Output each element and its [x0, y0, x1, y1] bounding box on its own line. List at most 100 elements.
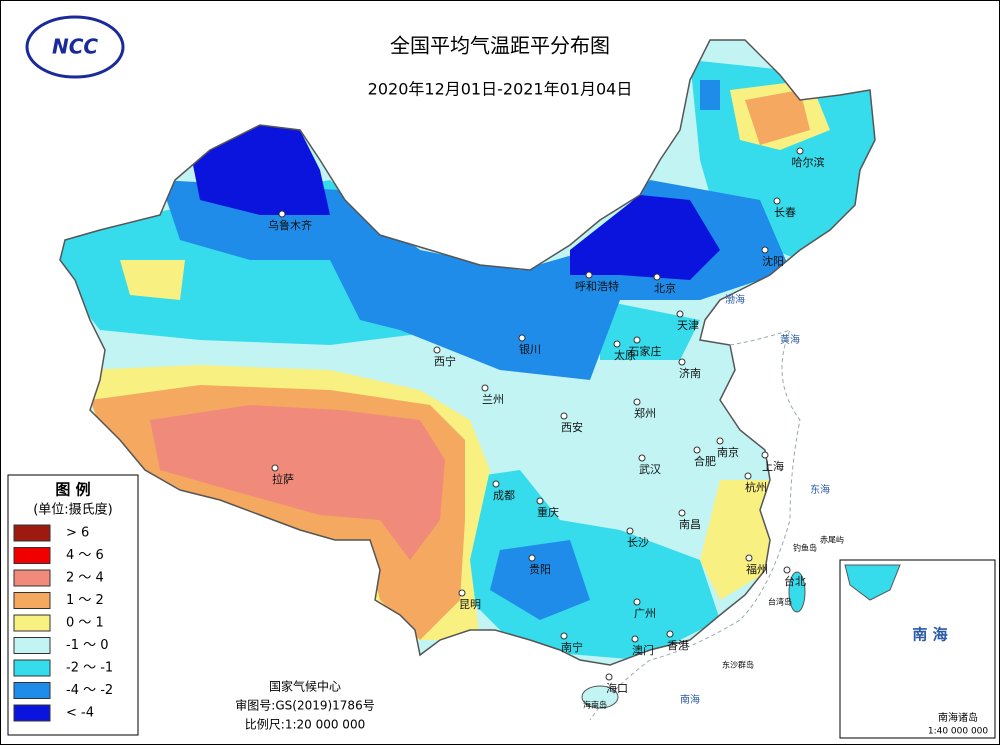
city-label: 兰州 — [482, 393, 504, 406]
legend-swatch — [13, 637, 51, 654]
legend-swatch — [13, 592, 51, 609]
city-label: 乌鲁木齐 — [268, 218, 312, 232]
city-label: 南昌 — [679, 518, 701, 531]
legend-swatch — [13, 659, 51, 677]
city-label: 哈尔滨 — [792, 155, 825, 169]
legend-label: 1 ～ 2 — [66, 593, 104, 608]
place-label: 钓鱼岛 — [793, 543, 817, 553]
legend-title: 图 例 — [55, 481, 90, 499]
legend-swatch — [13, 569, 51, 587]
city-label: 石家庄 — [629, 344, 662, 358]
city-marker — [633, 336, 641, 344]
city-marker — [626, 527, 634, 535]
city-label: 北京 — [654, 281, 676, 295]
zone — [190, 125, 720, 280]
city-label: 天津 — [677, 319, 699, 332]
city-label: 贵阳 — [529, 563, 551, 576]
city-marker — [761, 246, 769, 254]
city-label: 拉萨 — [272, 472, 294, 486]
city-marker — [458, 589, 466, 597]
inset-land — [844, 564, 901, 601]
city-label: 南京 — [717, 445, 739, 459]
city-label: 成都 — [493, 489, 515, 502]
city-marker — [666, 630, 674, 638]
scale: 比例尺:1:20 000 000 — [245, 718, 365, 732]
legend-swatch — [13, 682, 51, 699]
city-label: 西宁 — [434, 354, 456, 368]
city-marker — [536, 497, 544, 505]
city-label: 广州 — [634, 607, 656, 620]
city-marker — [518, 334, 526, 342]
city-label: 长沙 — [627, 536, 649, 549]
city-marker — [678, 358, 686, 366]
legend-swatch — [13, 614, 51, 632]
city-label: 沈阳 — [762, 254, 784, 268]
city-marker — [716, 437, 724, 445]
city-marker — [783, 566, 791, 574]
city-marker — [653, 273, 661, 281]
legend-label: -2 ～ -1 — [66, 661, 113, 676]
city-label: 杭州 — [745, 480, 767, 494]
legend: 图 例 (单位:摄氏度) > 6 4 ～ 6 2 ～ 4 1 ～ 2 0 ～ 1 -1 ～… — [7, 474, 139, 736]
city-label: 太原 — [614, 349, 636, 362]
legend-label: -4 ～ -2 — [66, 683, 113, 698]
logo-ring — [25, 15, 125, 79]
city-marker — [693, 446, 701, 454]
city-label: 济南 — [679, 366, 701, 380]
city-marker — [481, 384, 489, 392]
city-marker — [744, 472, 752, 480]
city-marker — [761, 451, 769, 459]
legend-label: -1 ～ 0 — [66, 638, 109, 653]
zone — [150, 405, 445, 560]
inset-scale: 1:40 000 000 — [928, 727, 989, 737]
approval: 审图号:GS(2019)1786号 — [235, 698, 374, 713]
coast — [589, 329, 801, 721]
city-marker — [631, 635, 639, 643]
sea-label: 渤海 — [725, 293, 745, 306]
city-marker — [560, 412, 568, 420]
sea-label: 黄海 — [780, 333, 800, 346]
legend-swatch — [13, 704, 51, 722]
city-label: 南宁 — [561, 640, 583, 654]
city-marker — [271, 464, 279, 472]
city-marker — [676, 310, 684, 318]
city-marker — [433, 346, 441, 354]
legend-swatch — [13, 547, 51, 564]
inset-title: 南 海 — [912, 626, 947, 644]
inset-caption: 南海诸岛 — [938, 711, 978, 724]
city-label: 香港 — [667, 639, 689, 652]
city-marker — [605, 673, 613, 681]
city-label: 重庆 — [537, 505, 559, 519]
city-label: 呼和浩特 — [575, 279, 619, 293]
city-label: 上海 — [762, 459, 784, 473]
city-label: 海口 — [606, 681, 628, 695]
city-marker — [278, 210, 286, 218]
legend-unit: (单位:摄氏度) — [33, 502, 113, 518]
city-label: 武汉 — [639, 463, 661, 476]
title: 全国平均气温距平分布图 — [390, 34, 610, 58]
legend-label: 0 ～ 1 — [66, 616, 104, 631]
city-marker — [633, 398, 641, 406]
city-label: 西安 — [561, 420, 583, 434]
city-label: 合肥 — [694, 454, 716, 468]
subtitle: 2020年12月01日-2021年01月04日 — [368, 80, 633, 99]
city-marker — [528, 554, 536, 562]
legend-label: 4 ～ 6 — [66, 548, 104, 563]
city-marker — [745, 554, 753, 562]
city-marker — [796, 147, 804, 155]
city-marker — [560, 632, 568, 640]
city-marker — [585, 271, 593, 279]
city-label: 郑州 — [634, 406, 656, 420]
place-label: 赤尾屿 — [820, 536, 844, 545]
logo: NCC — [25, 15, 125, 79]
taiwan — [788, 571, 806, 613]
logo-text: NCC — [52, 35, 98, 59]
city-marker — [633, 598, 641, 606]
city-marker — [678, 509, 686, 517]
city-marker — [773, 197, 781, 205]
hainan — [581, 685, 619, 709]
legend-label: 2 ～ 4 — [66, 571, 104, 586]
legend-swatch — [13, 524, 51, 542]
city-marker — [638, 454, 646, 462]
